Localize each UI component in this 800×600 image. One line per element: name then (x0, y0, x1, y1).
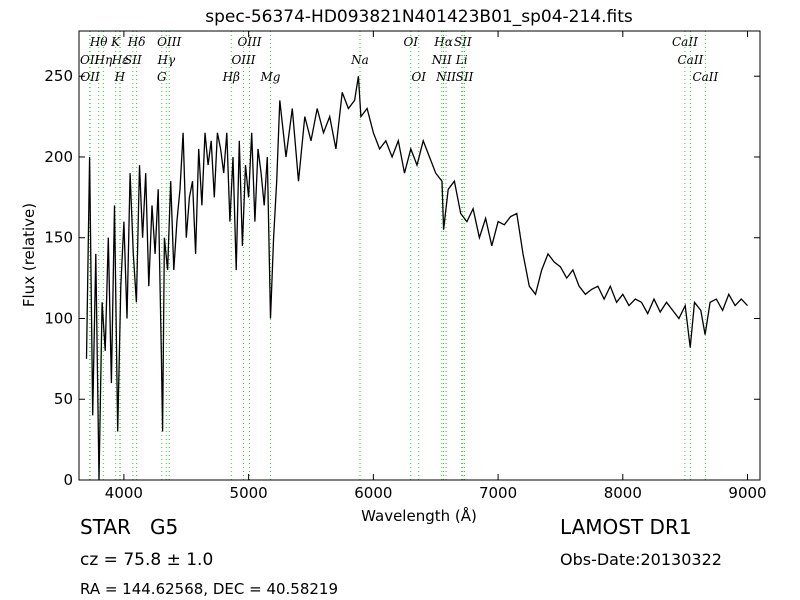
line-marker-label: OIII (157, 35, 181, 49)
x-tick-label: 7000 (479, 484, 517, 502)
y-tick-label: 50 (54, 390, 73, 408)
coords-label: RA = 144.62568, DEC = 40.58219 (80, 580, 338, 598)
x-tick-label: 5000 (230, 484, 268, 502)
line-marker-label: SII (454, 35, 472, 49)
line-marker-label: OII (80, 70, 100, 84)
line-marker-label: Hδ (127, 35, 146, 49)
line-marker-label: OI (403, 35, 418, 49)
line-marker-label: Na (350, 53, 369, 67)
x-tick-label: 9000 (728, 484, 766, 502)
line-marker-label: OIII (237, 35, 261, 49)
x-tick-label: 4000 (105, 484, 143, 502)
line-marker-label: OIII (231, 53, 255, 67)
line-marker-label: OI (411, 70, 426, 84)
line-marker-label: CaII (677, 53, 703, 67)
line-marker-label: NII (431, 53, 452, 67)
line-marker-label: Hβ (222, 70, 240, 84)
date-label: Obs-Date:20130322 (560, 550, 722, 569)
class-label: STAR G5 (80, 515, 178, 539)
line-marker-label: NII (435, 70, 456, 84)
line-marker-label: Mg (259, 70, 280, 84)
y-tick-label: 100 (44, 309, 73, 327)
survey-label: LAMOST DR1 (560, 515, 692, 539)
line-marker-label: H (114, 70, 126, 84)
line-marker-label: Hη (93, 53, 112, 67)
line-marker-label: CaII (672, 35, 698, 49)
x-tick-label: 6000 (354, 484, 392, 502)
chart-title: spec-56374-HD093821N401423B01_sp04-214.f… (205, 7, 633, 27)
y-tick-label: 250 (44, 67, 73, 85)
y-tick-label: 150 (44, 229, 73, 247)
line-marker-label: G (157, 70, 167, 84)
plot-frame (78, 30, 761, 481)
line-marker-label: Li (455, 53, 468, 67)
y-tick-label: 200 (44, 148, 73, 166)
y-axis-label: Flux (relative) (20, 203, 38, 307)
line-marker-label: Hθ (89, 35, 108, 49)
x-tick-label: 8000 (604, 484, 642, 502)
line-marker-label: CaII (692, 70, 718, 84)
spectrum-line (85, 76, 748, 481)
line-marker-label: K (110, 35, 121, 49)
line-marker-label: Hγ (156, 53, 175, 67)
line-marker-label: SII (456, 70, 474, 84)
x-axis-label: Wavelength (Å) (361, 506, 477, 525)
cz-label: cz = 75.8 ± 1.0 (80, 550, 213, 570)
line-marker-label: Hα (433, 35, 453, 49)
y-tick-label: 0 (63, 471, 73, 489)
line-marker-label: SII (124, 53, 142, 67)
